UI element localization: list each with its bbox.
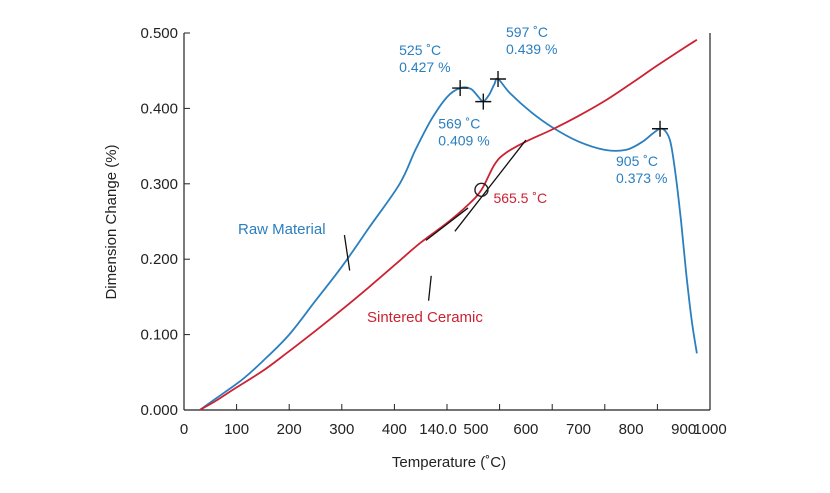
onset-label: 565.5 ˚C	[493, 190, 547, 206]
peak-value-label: 0.409 %	[438, 133, 489, 149]
x-tick-label: 900	[671, 421, 696, 438]
x-axis-title: Temperature (˚C)	[392, 454, 506, 471]
tangent-line	[425, 207, 469, 241]
peak-value-label: 0.439 %	[506, 41, 557, 57]
peak-temp-label: 597 ˚C	[506, 24, 548, 40]
y-tick-label: 0.300	[140, 176, 178, 193]
axes: 0.000 0.100 0.200 0.300 0.400 0.500 0 100 200 300…	[140, 25, 726, 438]
annotations: 525 ˚C0.427 % 569 ˚C0.409 % 597 ˚C0.439 % 9…	[238, 24, 667, 326]
x-tick-label: 0	[180, 421, 188, 438]
x-tick-label: 100	[224, 421, 249, 438]
x-tick-label: 200	[277, 421, 302, 438]
y-tick-label: 0.200	[140, 251, 178, 268]
peak-marker	[652, 120, 669, 137]
x-tick-label: 1000	[693, 421, 726, 438]
y-tick-label: 0.100	[140, 327, 178, 344]
chart-marks	[199, 39, 698, 411]
peak-temp-label: 525 ˚C	[399, 42, 441, 58]
peak-value-label: 0.373 %	[616, 170, 667, 186]
x-tick-label: 400	[382, 421, 407, 438]
series-name-label: Raw Material	[238, 221, 326, 238]
onset-marker	[474, 182, 489, 198]
peak-temp-label: 905 ˚C	[616, 153, 658, 169]
peak-temp-label: 569 ˚C	[438, 116, 480, 132]
series-line-raw-material	[199, 77, 698, 411]
y-tick-label: 0.500	[140, 25, 178, 42]
peak-value-label: 0.427 %	[399, 59, 450, 75]
series-label-pointer	[427, 275, 432, 301]
series-label-pointer	[343, 234, 351, 271]
peak-marker	[490, 70, 507, 87]
y-tick-label: 0.400	[140, 100, 178, 117]
x-tick-label: 300	[329, 421, 354, 438]
series-name-label: Sintered Ceramic	[367, 309, 483, 326]
peak-marker	[475, 93, 492, 110]
x-tick-label: 140.0	[419, 421, 457, 438]
tangent-line	[454, 139, 527, 232]
peak-marker	[452, 80, 469, 97]
y-tick-label: 0.000	[140, 402, 178, 419]
x-tick-label: 600	[513, 421, 538, 438]
series-line-sintered-ceramic	[199, 39, 698, 411]
x-tick-label: 500	[463, 421, 488, 438]
x-tick-label: 700	[566, 421, 591, 438]
y-axis-title: Dimension Change (%)	[103, 144, 120, 299]
x-tick-label: 800	[619, 421, 644, 438]
